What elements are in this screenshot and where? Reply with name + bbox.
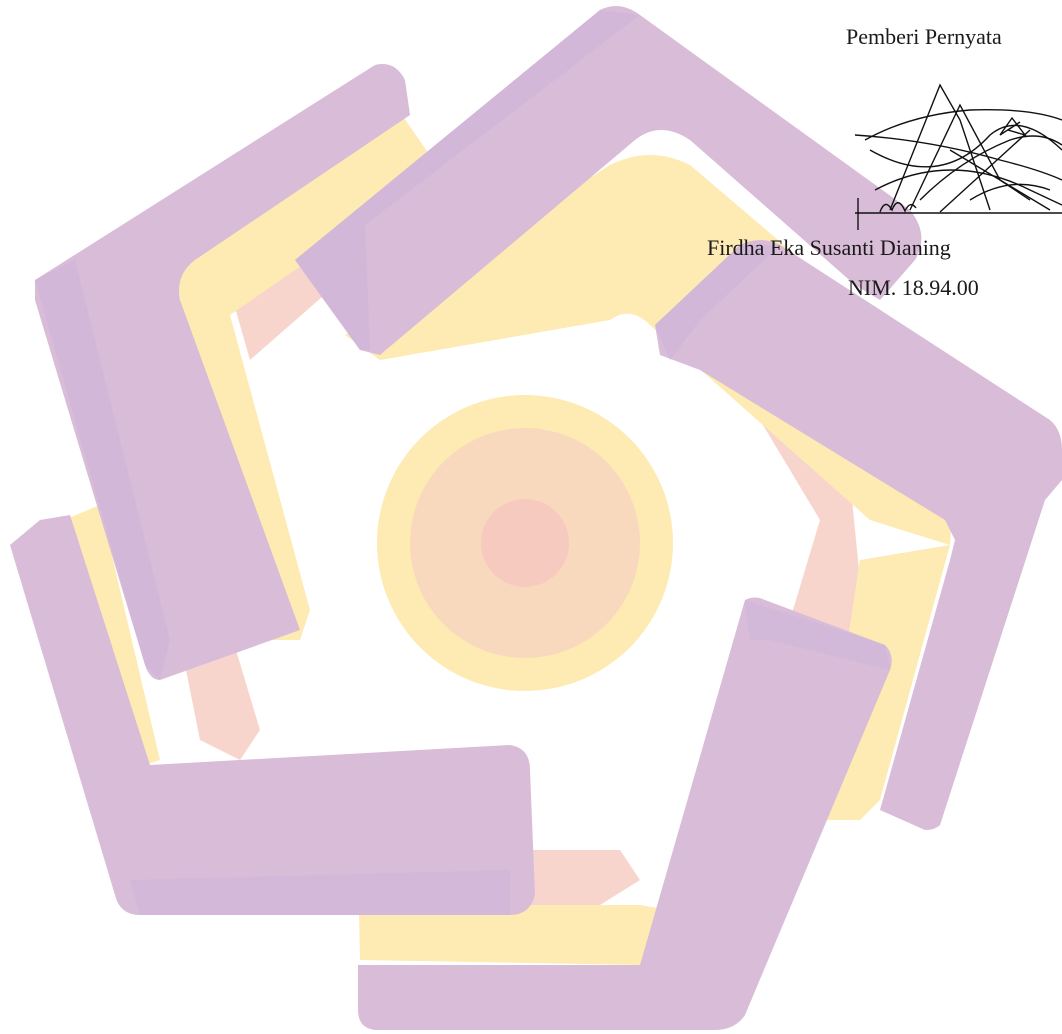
watermark-arm-bottom	[358, 597, 892, 1030]
watermark-arm-top	[295, 6, 922, 355]
signer-nim: NIM. 18.94.00	[848, 275, 979, 300]
watermark-arm-right	[655, 240, 1062, 830]
watermark-arm-left-bottom	[10, 515, 535, 915]
watermark-circle-inner	[481, 499, 569, 587]
signer-name: Firdha Eka Susanti Dianing	[707, 235, 951, 260]
watermark-shade-left	[35, 260, 170, 680]
signature-image	[854, 83, 1062, 230]
watermark-shade-bottom-arm	[745, 600, 890, 670]
watermark-strip-bottom	[358, 865, 700, 965]
watermark-shade-right	[655, 245, 780, 360]
signer-role: Pemberi Pernyata	[846, 24, 1002, 49]
watermark-shade-bottom-left	[130, 870, 510, 915]
